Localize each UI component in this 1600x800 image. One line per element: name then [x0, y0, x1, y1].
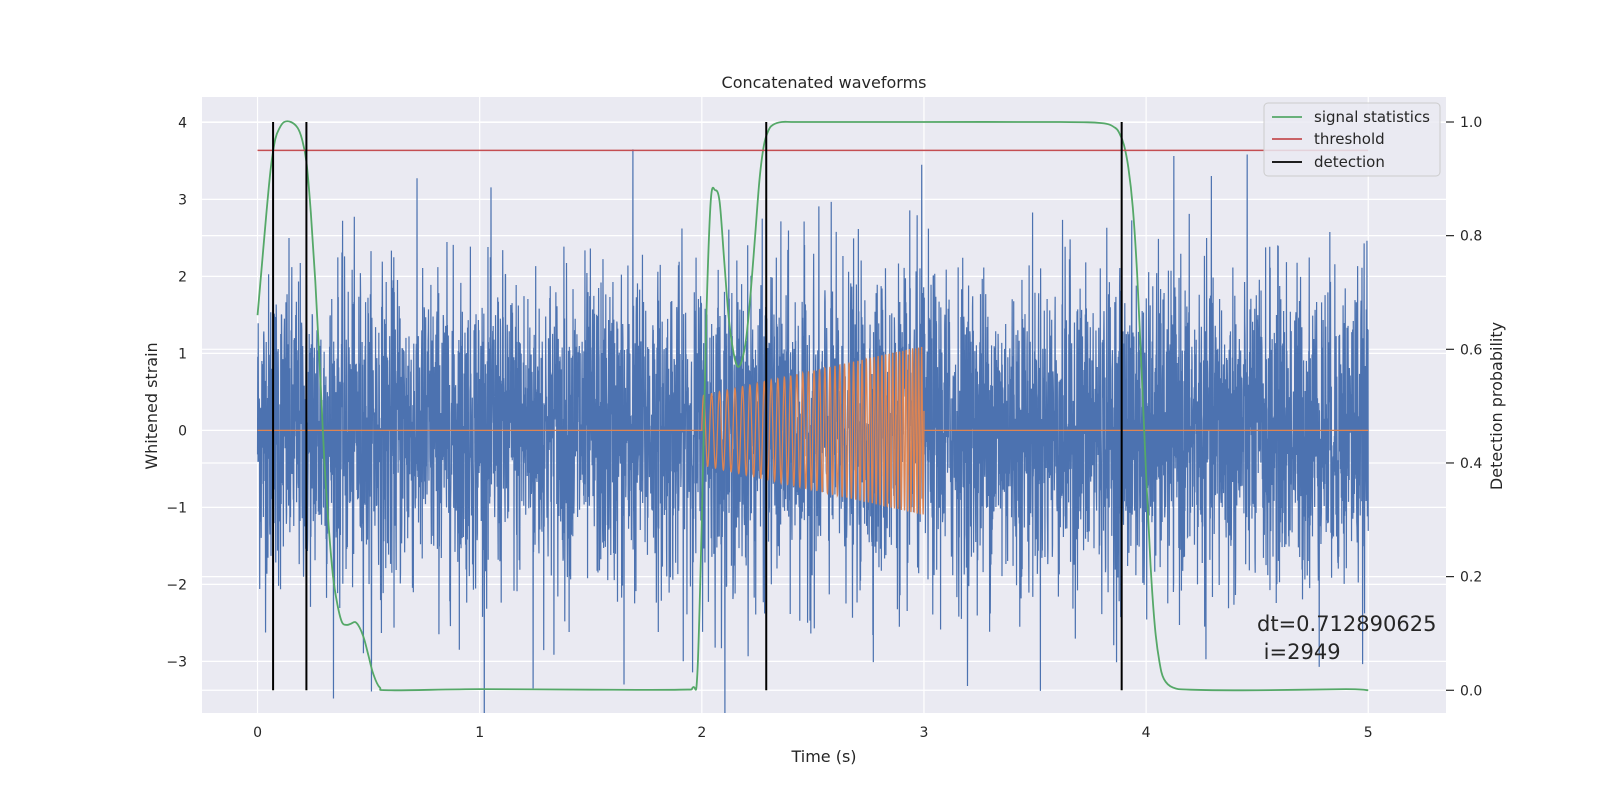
detection-lines: [272, 122, 1123, 691]
chart-title: Concatenated waveforms: [722, 73, 927, 92]
series-signal-statistics: [256, 120, 1369, 692]
y-tick-label-right: 0.4: [1460, 456, 1482, 472]
y-axis-label-left: Whitened strain: [142, 342, 161, 469]
x-axis-label: Time (s): [790, 747, 856, 766]
legend-box: [1263, 102, 1441, 177]
axis-ticks: 0 1 2 3 4 5 −3 −2 −1 0 1 2 3 4 0.0 0.2 0.4 0.6 0.8 1.0: [166, 115, 1482, 741]
y-tick-label-left: −2: [166, 577, 187, 593]
y-tick-label-left: 1: [178, 346, 187, 362]
y-tick-label-left: 2: [178, 269, 187, 285]
y-tick-label-right: 1.0: [1460, 115, 1482, 131]
annotation-dt: dt=0.712890625: [1257, 612, 1436, 636]
legend: signal statistics threshold detection: [1263, 102, 1441, 177]
y-tick-label-right: 0.2: [1460, 570, 1482, 586]
y-tick-label-left: −3: [166, 654, 187, 670]
y-tick-label-right: 0.6: [1460, 342, 1482, 358]
y-tick-label-right: 0.0: [1460, 683, 1482, 699]
series-injection: [257, 346, 1369, 515]
y-tick-label-left: 0: [178, 423, 187, 439]
y-tick-label-left: −1: [166, 500, 187, 516]
y-axis-label-right: Detection probability: [1487, 322, 1506, 490]
y-tick-label-left: 4: [178, 115, 187, 131]
legend-label-detection: detection: [1314, 153, 1385, 171]
x-tick-label: 3: [920, 725, 929, 741]
x-tick-label: 2: [697, 725, 706, 741]
legend-label-threshold: threshold: [1314, 130, 1385, 148]
annotation-i: i=2949: [1257, 640, 1341, 664]
x-tick-label: 5: [1364, 725, 1373, 741]
legend-label-signal-statistics: signal statistics: [1314, 108, 1430, 126]
x-tick-label: 0: [253, 725, 262, 741]
x-tick-label: 4: [1142, 725, 1151, 741]
annotation: dt=0.712890625 i=2949: [1257, 612, 1436, 664]
plot-content: [256, 120, 1369, 713]
x-tick-label: 1: [475, 725, 484, 741]
y-tick-label-left: 3: [178, 192, 187, 208]
y-tick-label-right: 0.8: [1460, 229, 1482, 245]
